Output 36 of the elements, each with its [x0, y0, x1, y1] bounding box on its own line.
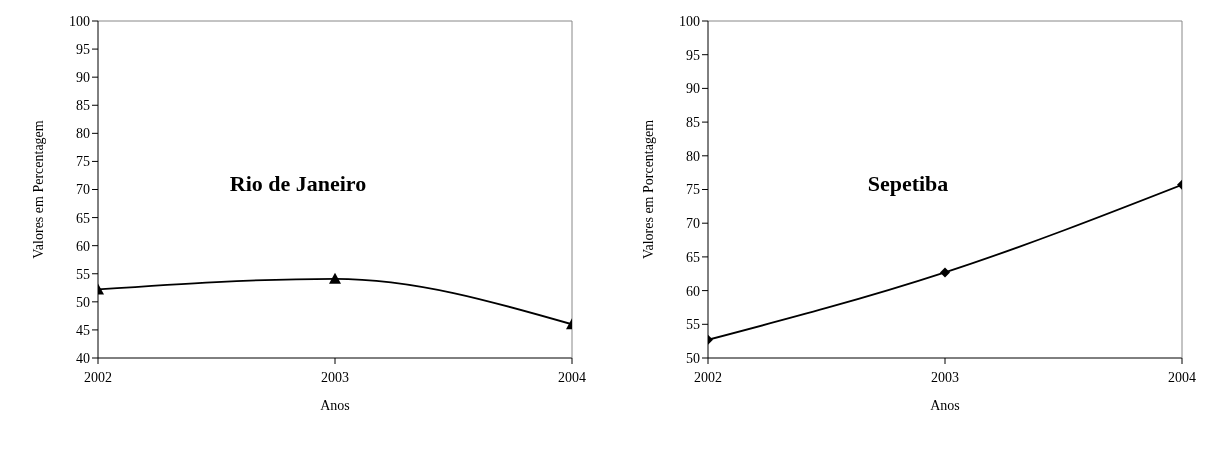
x-tick-label: 2004	[1168, 369, 1196, 385]
y-tick-label: 50	[686, 350, 700, 366]
y-tick-label: 50	[76, 294, 90, 310]
y-tick-label: 60	[76, 238, 90, 254]
x-tick-label: 2002	[694, 369, 722, 385]
x-axis-title: Anos	[930, 398, 960, 413]
x-tick-label: 2003	[931, 369, 959, 385]
y-tick-label: 95	[76, 42, 90, 58]
y-tick-label: 90	[76, 70, 90, 86]
text: Sepetiba	[867, 171, 949, 196]
y-tick-label: 95	[686, 47, 700, 63]
y-tick-label: 80	[76, 126, 90, 142]
y-tick-label: 60	[686, 283, 700, 299]
y-tick-label: 45	[76, 322, 90, 338]
x-axis-title: Anos	[320, 398, 350, 413]
y-tick-label: 65	[686, 249, 700, 265]
y-tick-label: 40	[76, 350, 90, 366]
x-tick-label: 2004	[558, 369, 586, 385]
y-tick-label: 100	[69, 13, 90, 29]
y-tick-label: 55	[686, 317, 700, 333]
y-tick-label: 85	[686, 115, 700, 131]
text: Rio de Janeiro	[229, 171, 367, 196]
y-tick-label: 75	[686, 182, 700, 198]
y-axis-title: Valores em Porcentagem	[640, 119, 656, 260]
y-tick-label: 85	[76, 98, 90, 114]
y-tick-label: 90	[686, 81, 700, 97]
y-tick-label: 70	[686, 216, 700, 232]
y-tick-label: 75	[76, 154, 90, 170]
y-tick-label: 65	[76, 210, 90, 226]
y-axis-title: Valores em Percentagem	[30, 120, 46, 259]
y-tick-label: 70	[76, 182, 90, 198]
y-tick-label: 100	[679, 13, 700, 29]
y-tick-label: 55	[76, 266, 90, 282]
y-tick-label: 80	[686, 148, 700, 164]
x-tick-label: 2003	[321, 369, 349, 385]
x-tick-label: 2002	[84, 369, 112, 385]
